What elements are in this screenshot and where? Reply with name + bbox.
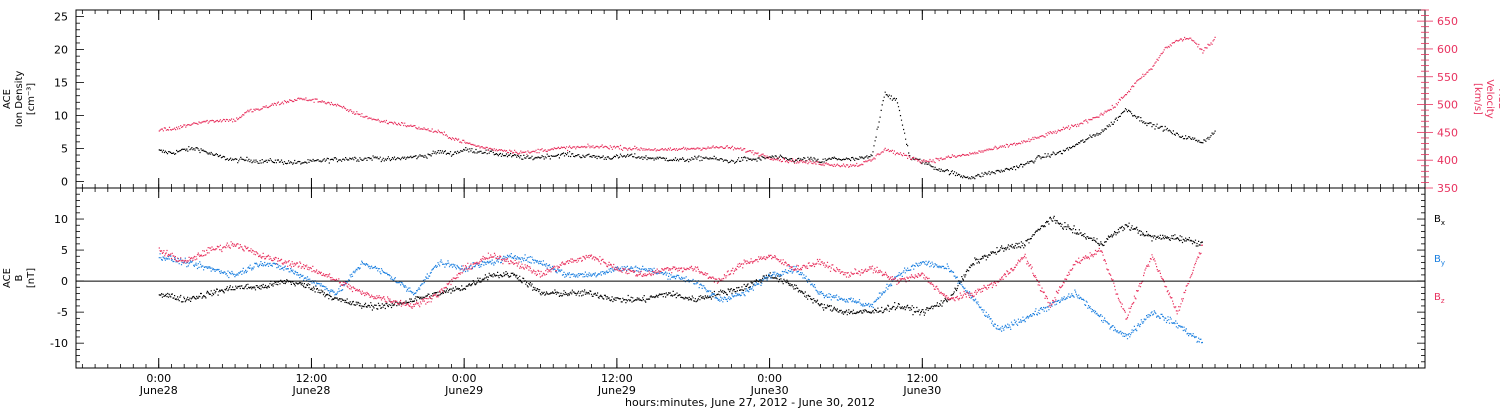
left-y-tick-label: 20	[54, 44, 68, 57]
x-tick-label-time: 12:00	[601, 372, 633, 385]
bottom-y-label-line: [nT]	[26, 268, 37, 288]
right-y-tick-label: 550	[1437, 71, 1458, 84]
legend-sub: x	[1441, 219, 1445, 227]
left-y-tick-label: 25	[54, 11, 68, 24]
left-y-tick-label: 0	[61, 175, 68, 188]
top-panel-frame	[75, 9, 1426, 189]
density-points	[158, 91, 1216, 180]
x-tick-label-date: June28	[291, 384, 330, 397]
bottom-y-label-line: ACE	[2, 268, 13, 288]
left-y-label: ACEIon Density[cm⁻³]	[2, 71, 37, 128]
x-tick-label-date: June29	[444, 384, 483, 397]
legend-main: B	[1434, 254, 1441, 265]
bottom-y-tick-label: 5	[61, 244, 68, 257]
x-tick-label-time: 0:00	[146, 372, 171, 385]
legend-by: By	[1434, 254, 1445, 267]
right-y-label: ACEVelocity[km/s]	[1472, 79, 1500, 118]
x-tick-label-date: June30	[750, 384, 789, 397]
right-y-tick-label: 500	[1437, 99, 1458, 112]
b-points-bz	[158, 241, 1203, 320]
right-y-tick-label: 350	[1437, 182, 1458, 195]
velocity-points	[158, 36, 1216, 168]
legend-main: B	[1434, 214, 1441, 225]
right-y-label-line: [km/s]	[1472, 83, 1483, 115]
left-y-tick-label: 5	[61, 142, 68, 155]
left-y-tick-label: 15	[54, 77, 68, 90]
left-y-label-line: [cm⁻³]	[26, 83, 37, 115]
x-tick-label-time: 12:00	[906, 372, 938, 385]
x-axis-label: hours:minutes, June 27, 2012 - June 30, …	[625, 396, 875, 409]
x-tick-label-time: 0:00	[757, 372, 782, 385]
b-points-by	[158, 253, 1203, 344]
left-y-label-line: ACE	[2, 89, 13, 109]
legend-sub: z	[1441, 297, 1445, 305]
x-tick-label-date: June29	[597, 384, 636, 397]
legend-bx: Bx	[1434, 214, 1445, 227]
right-y-tick-label: 650	[1437, 15, 1458, 28]
bottom-y-label: ACEB[nT]	[2, 268, 37, 288]
bottom-y-tick-label: -10	[50, 337, 68, 350]
legend-main: B	[1434, 292, 1441, 303]
bottom-panel-frame	[75, 187, 1426, 369]
x-tick-label-time: 12:00	[296, 372, 328, 385]
b-points-bx	[158, 215, 1203, 316]
bottom-y-tick-label: 10	[54, 213, 68, 226]
x-tick-label-date: June28	[139, 384, 178, 397]
right-y-tick-label: 450	[1437, 126, 1458, 139]
bottom-y-label-line: B	[14, 274, 25, 281]
bottom-y-tick-label: -5	[57, 306, 68, 319]
left-y-label-line: Ion Density	[14, 71, 25, 128]
right-y-tick-label: 400	[1437, 154, 1458, 167]
x-tick-label-time: 0:00	[452, 372, 477, 385]
x-axis: hours:minutes, June 27, 2012 - June 30, …	[139, 372, 942, 409]
right-y-tick-label: 600	[1437, 43, 1458, 56]
bottom-y-tick-label: 0	[61, 275, 68, 288]
legend-sub: y	[1441, 259, 1445, 267]
x-tick-label-date: June30	[902, 384, 941, 397]
right-y-label-line: ACE	[1496, 89, 1500, 109]
legend-bz: Bz	[1434, 292, 1445, 305]
left-y-tick-label: 10	[54, 109, 68, 122]
right-y-label-line: Velocity	[1484, 79, 1495, 118]
